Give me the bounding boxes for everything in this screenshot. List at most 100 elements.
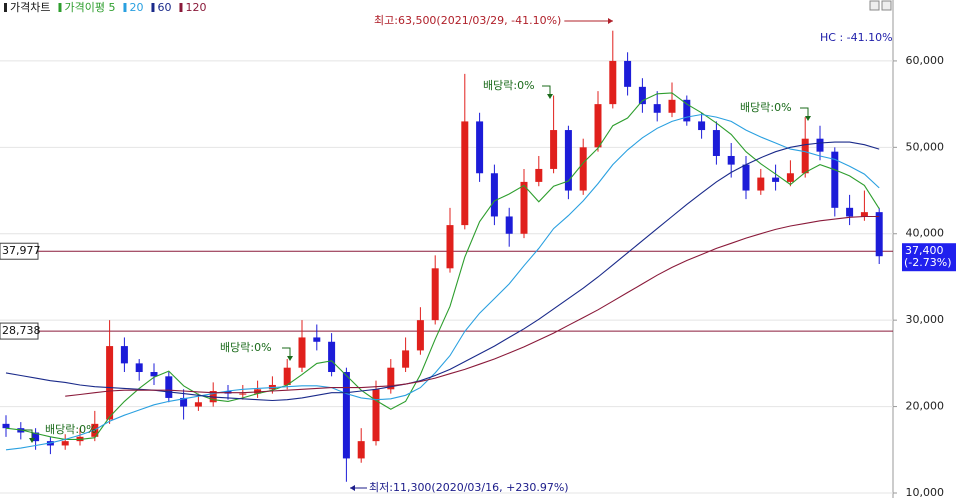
candle-body — [786, 173, 794, 182]
legend-swatch — [151, 3, 155, 12]
dividend-arrow — [800, 107, 809, 118]
dividend-note: 배당락:0% — [220, 341, 272, 354]
dividend-arrow — [542, 85, 551, 96]
ma-line — [65, 215, 880, 397]
candle-body — [757, 177, 765, 191]
y-tick-label: 20,000 — [906, 400, 945, 413]
candle-body — [609, 60, 617, 105]
candle-body — [550, 130, 558, 169]
candle-body — [535, 168, 543, 182]
legend-label: 가격이평 5 — [64, 1, 115, 14]
candle-body — [727, 155, 735, 165]
candle-body — [505, 216, 513, 234]
candle-body — [860, 212, 868, 217]
level-label: 37,977 — [2, 244, 41, 257]
dividend-arrow — [24, 429, 33, 440]
level-label-box — [0, 322, 39, 340]
legend-label: 60 — [157, 1, 171, 14]
y-tick-label: 10,000 — [906, 486, 945, 498]
candle-body — [875, 212, 883, 257]
ma-line — [5, 92, 880, 440]
legend-label: 120 — [185, 1, 206, 14]
candle-body — [638, 86, 646, 105]
candle-body — [683, 99, 691, 122]
candle-body — [298, 337, 306, 368]
y-tick-label: 50,000 — [906, 140, 945, 153]
candle-body — [32, 432, 40, 442]
last-change: (-2.73%) — [904, 256, 952, 269]
dividend-note: 배당락:0% — [483, 79, 535, 92]
candle-body — [564, 130, 572, 191]
y-tick-label: 30,000 — [906, 313, 945, 326]
legend: 가격차트 가격이평 5 20 60 120 — [4, 1, 206, 14]
candle-body — [712, 130, 720, 156]
candle-body — [135, 363, 143, 373]
arrow-head — [29, 438, 35, 443]
candle-body — [342, 372, 350, 459]
candle-body — [446, 225, 454, 269]
candle-body — [2, 423, 10, 429]
legend-label: 가격차트 — [10, 1, 50, 14]
candle-body — [61, 441, 69, 446]
candle-body — [416, 320, 424, 351]
candle-body — [402, 350, 410, 368]
dividend-arrow — [282, 347, 291, 358]
legend-label: 20 — [129, 1, 143, 14]
legend-swatch — [58, 3, 62, 12]
candle-body — [194, 402, 202, 407]
arrow-head — [287, 356, 293, 361]
high-note: 최고:63,500(2021/03/29, -41.10%) — [374, 14, 561, 27]
candle-body — [846, 207, 854, 217]
candle-body — [668, 99, 676, 113]
candle-body — [772, 177, 780, 182]
legend-swatch — [123, 3, 127, 12]
level-label-box — [0, 242, 39, 260]
hc-note: HC : -41.10% — [820, 31, 893, 44]
legend-swatch — [4, 3, 7, 12]
candle-body — [490, 173, 498, 217]
candle-body — [357, 441, 365, 459]
y-tick-label: 60,000 — [906, 54, 945, 67]
candle-body — [653, 104, 661, 113]
candle-body — [698, 121, 706, 131]
window-button[interactable] — [881, 0, 892, 11]
candle-body — [742, 164, 750, 191]
candle-body — [283, 367, 291, 385]
arrow-head — [350, 485, 355, 491]
candle-body — [476, 121, 484, 174]
candle-body — [387, 367, 395, 390]
candle-body — [313, 337, 321, 342]
window-button[interactable] — [869, 0, 880, 11]
candle-body — [120, 346, 128, 364]
candle-body — [106, 346, 114, 420]
candle-body — [328, 341, 336, 373]
arrow-head — [547, 94, 553, 99]
candle-body — [831, 151, 839, 208]
legend-swatch — [179, 3, 183, 12]
candle-body — [461, 121, 469, 226]
candle-body — [816, 138, 824, 152]
candle-body — [180, 397, 188, 407]
candle-body — [150, 372, 158, 377]
candle-body — [520, 181, 528, 234]
level-label: 28,738 — [2, 324, 41, 337]
candle-body — [624, 60, 632, 87]
candle-body — [372, 389, 380, 442]
dividend-note: 배당락:0% — [740, 101, 792, 114]
arrow-head — [608, 18, 613, 24]
ma-line — [5, 113, 880, 451]
candle-body — [165, 376, 173, 398]
candle-body — [594, 104, 602, 148]
candle-body — [431, 268, 439, 321]
arrow-head — [805, 116, 811, 121]
last-price-box — [902, 243, 956, 272]
candle-body — [239, 393, 247, 395]
last-price: 37,400 — [905, 244, 944, 257]
dividend-note: 배당락:0% — [45, 423, 97, 436]
low-note: 최저:11,300(2020/03/16, +230.97%) — [369, 481, 569, 494]
y-tick-label: 40,000 — [906, 227, 945, 240]
candle-body — [579, 147, 587, 191]
candle-body — [801, 138, 809, 174]
